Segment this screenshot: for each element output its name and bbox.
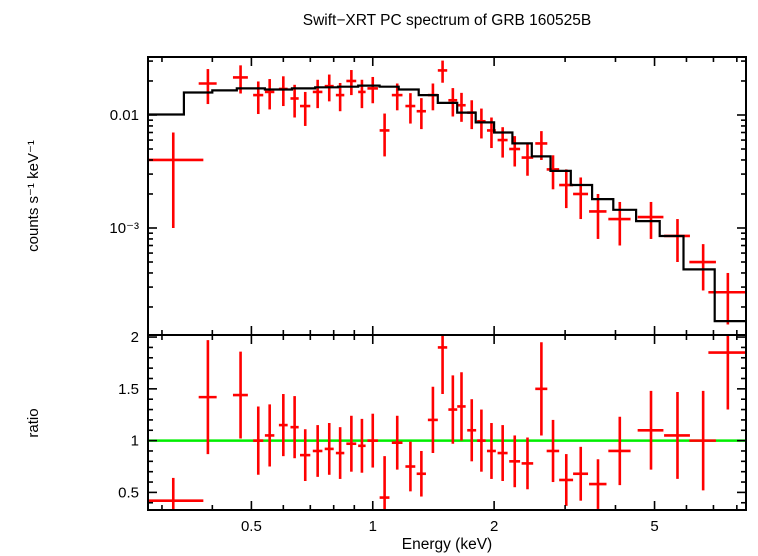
- y-axis-label-counts: counts s⁻¹ keV⁻¹: [25, 140, 42, 252]
- ratio-data-series: [148, 335, 746, 510]
- model-line: [148, 84, 746, 323]
- svg-text:2: 2: [131, 329, 139, 346]
- svg-text:1: 1: [131, 433, 139, 450]
- svg-text:5: 5: [650, 518, 658, 535]
- panel-frames: [147, 56, 747, 511]
- svg-text:1: 1: [369, 518, 377, 535]
- svg-text:0.5: 0.5: [118, 484, 139, 501]
- svg-text:0.01: 0.01: [110, 107, 139, 124]
- plot-title: Swift−XRT PC spectrum of GRB 160525B: [303, 12, 591, 29]
- top-panel-frame: [147, 56, 747, 336]
- spectrum-data-series: [148, 60, 746, 325]
- svg-text:0.5: 0.5: [241, 518, 262, 535]
- svg-text:10⁻³: 10⁻³: [109, 220, 139, 237]
- svg-text:1.5: 1.5: [118, 381, 139, 398]
- y-axis-label-ratio: ratio: [25, 408, 42, 437]
- x-axis-label: Energy (keV): [402, 536, 492, 553]
- svg-text:2: 2: [490, 518, 498, 535]
- bottom-panel-frame: [147, 334, 747, 511]
